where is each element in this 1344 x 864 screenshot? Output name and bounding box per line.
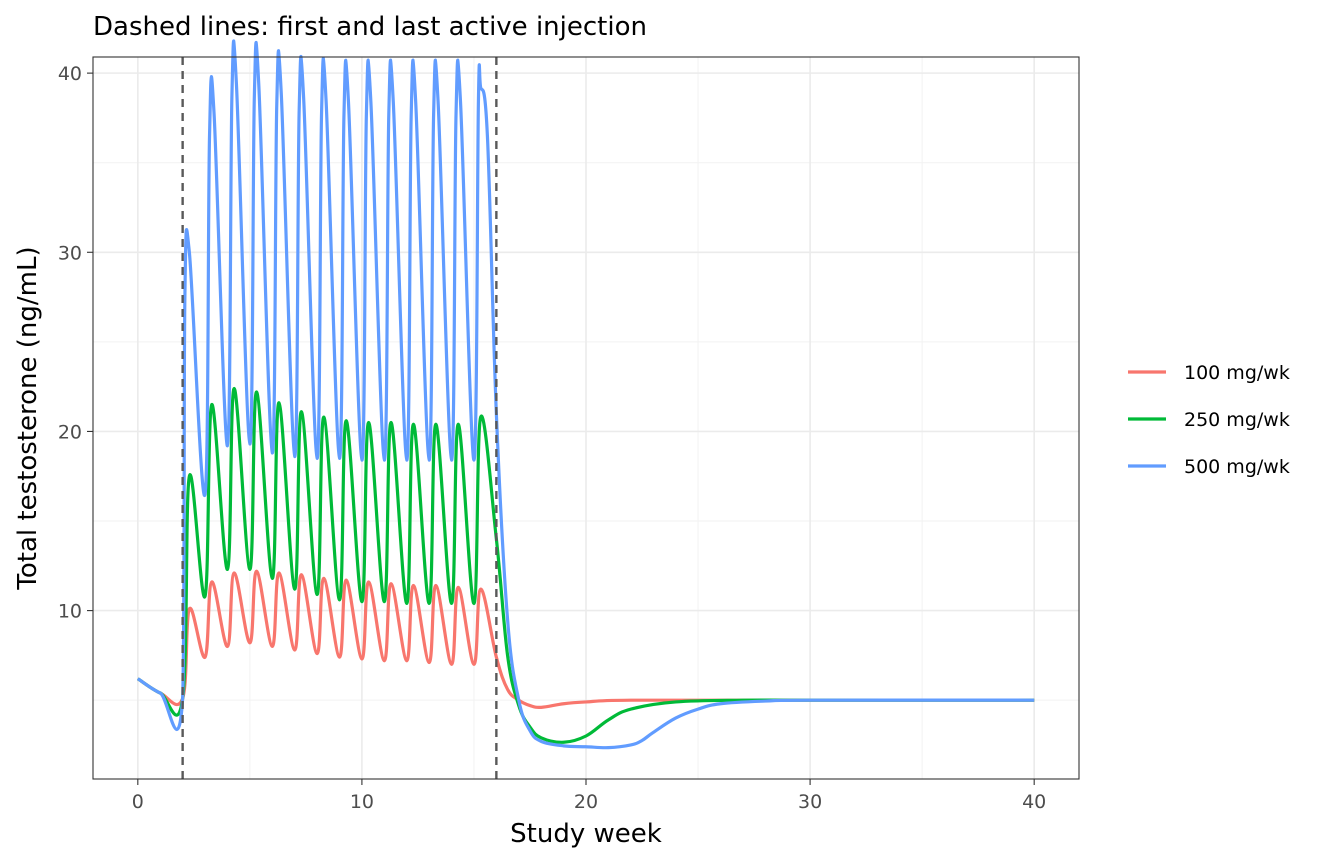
y-tick-label: 30: [58, 242, 82, 264]
series-line-0: [136, 569, 1035, 710]
x-tick-label: 0: [132, 791, 144, 813]
x-axis-ticks: 0 10 20 30 40: [132, 779, 1046, 813]
y-tick-label: 10: [58, 601, 82, 623]
chart-title: Dashed lines: first and last active inje…: [93, 12, 647, 42]
series-line-2: [136, 39, 1035, 750]
y-tick-label: 40: [58, 63, 82, 85]
legend-item: 250 mg/wk: [1128, 409, 1290, 431]
legend-label: 100 mg/wk: [1184, 362, 1290, 384]
x-tick-label: 30: [798, 791, 822, 813]
x-tick-label: 10: [350, 791, 374, 813]
legend: 100 mg/wk 250 mg/wk 500 mg/wk: [1128, 362, 1290, 478]
series-layer: [136, 39, 1035, 750]
y-axis-title: Total testosterone (ng/mL): [13, 246, 43, 590]
legend-label: 500 mg/wk: [1184, 456, 1290, 478]
x-tick-label: 20: [574, 791, 598, 813]
x-tick-label: 40: [1022, 791, 1046, 813]
legend-item: 100 mg/wk: [1128, 362, 1290, 384]
series-line-1: [136, 386, 1035, 744]
y-tick-label: 20: [58, 421, 82, 443]
legend-item: 500 mg/wk: [1128, 456, 1290, 478]
x-axis-title: Study week: [510, 819, 662, 849]
legend-label: 250 mg/wk: [1184, 409, 1290, 431]
y-axis-ticks: 10 20 30 40: [58, 63, 93, 623]
